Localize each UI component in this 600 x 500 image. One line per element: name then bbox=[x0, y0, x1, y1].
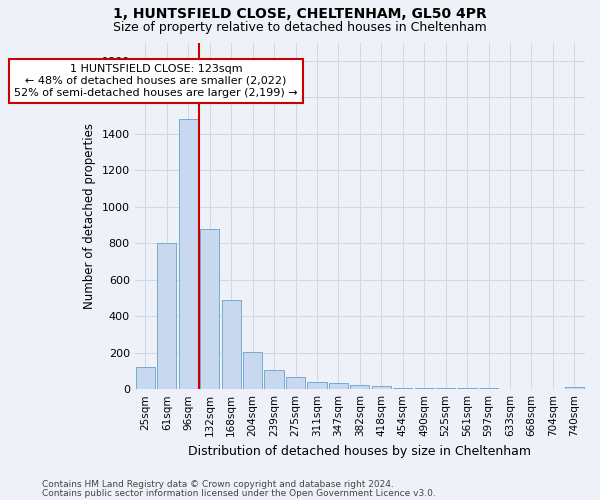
Y-axis label: Number of detached properties: Number of detached properties bbox=[83, 123, 96, 309]
Text: 1, HUNTSFIELD CLOSE, CHELTENHAM, GL50 4PR: 1, HUNTSFIELD CLOSE, CHELTENHAM, GL50 4P… bbox=[113, 8, 487, 22]
Bar bbox=[415, 388, 434, 389]
Text: Contains public sector information licensed under the Open Government Licence v3: Contains public sector information licen… bbox=[42, 489, 436, 498]
Bar bbox=[500, 388, 520, 389]
Bar bbox=[329, 383, 348, 389]
Text: 1 HUNTSFIELD CLOSE: 123sqm
← 48% of detached houses are smaller (2,022)
52% of s: 1 HUNTSFIELD CLOSE: 123sqm ← 48% of deta… bbox=[14, 64, 298, 98]
Bar bbox=[200, 228, 220, 389]
Bar bbox=[457, 388, 477, 389]
Bar bbox=[157, 243, 176, 389]
Bar bbox=[243, 352, 262, 389]
Bar bbox=[221, 300, 241, 389]
Bar bbox=[136, 368, 155, 389]
Bar bbox=[371, 386, 391, 389]
Bar bbox=[565, 387, 584, 389]
Bar bbox=[179, 119, 198, 389]
Bar bbox=[286, 378, 305, 389]
Bar bbox=[543, 388, 562, 389]
Bar bbox=[265, 370, 284, 389]
Bar bbox=[393, 388, 412, 389]
Bar bbox=[307, 382, 326, 389]
Text: Contains HM Land Registry data © Crown copyright and database right 2024.: Contains HM Land Registry data © Crown c… bbox=[42, 480, 394, 489]
Text: Size of property relative to detached houses in Cheltenham: Size of property relative to detached ho… bbox=[113, 21, 487, 34]
Bar bbox=[350, 384, 370, 389]
Bar bbox=[436, 388, 455, 389]
Bar bbox=[522, 388, 541, 389]
Bar bbox=[479, 388, 498, 389]
X-axis label: Distribution of detached houses by size in Cheltenham: Distribution of detached houses by size … bbox=[188, 444, 532, 458]
